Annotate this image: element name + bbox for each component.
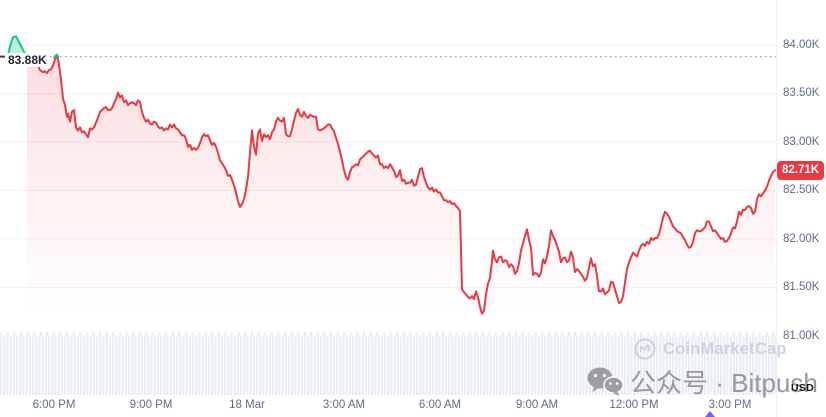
time-axis-label: 9:00 PM (129, 399, 173, 411)
price-axis-label: 84.00K (783, 38, 820, 51)
price-axis-label: 83.00K (783, 135, 820, 148)
time-axis-label: 9:00 AM (515, 399, 559, 411)
time-axis-marker-icon (705, 411, 715, 417)
time-axis-label: 3:00 AM (322, 399, 366, 411)
open-price-label: 83.88K (5, 52, 50, 67)
time-axis-label: 12:00 PM (609, 399, 659, 411)
price-axis-label: 81.00K (783, 329, 820, 342)
price-axis-label: 82.00K (783, 232, 820, 245)
wechat-icon (587, 367, 624, 396)
wechat-watermark: 公众号 · Bitpush (586, 363, 818, 400)
wechat-watermark-text: 公众号 · Bitpush (630, 368, 818, 398)
current-price-badge: 82.71K (777, 160, 824, 180)
price-axis-label: 82.50K (783, 184, 820, 196)
coinmarketcap-logo-icon (634, 338, 656, 360)
currency-label: USD (791, 382, 815, 394)
price-axis-label: 81.50K (783, 281, 820, 293)
time-axis-label: 6:00 PM (32, 399, 76, 411)
coinmarketcap-watermark-text: CoinMarketCap (663, 339, 787, 358)
price-line-chart[interactable] (0, 0, 776, 417)
time-axis-label: 6:00 AM (418, 399, 462, 411)
chart-canvas[interactable]: 83.88K (0, 0, 776, 417)
coinmarketcap-watermark: CoinMarketCap (634, 338, 787, 360)
time-axis-label: 18 Mar (229, 399, 265, 411)
price-axis-label: 83.50K (783, 87, 820, 99)
time-axis-label: 3:00 PM (708, 399, 752, 411)
axis-separator (776, 0, 777, 417)
